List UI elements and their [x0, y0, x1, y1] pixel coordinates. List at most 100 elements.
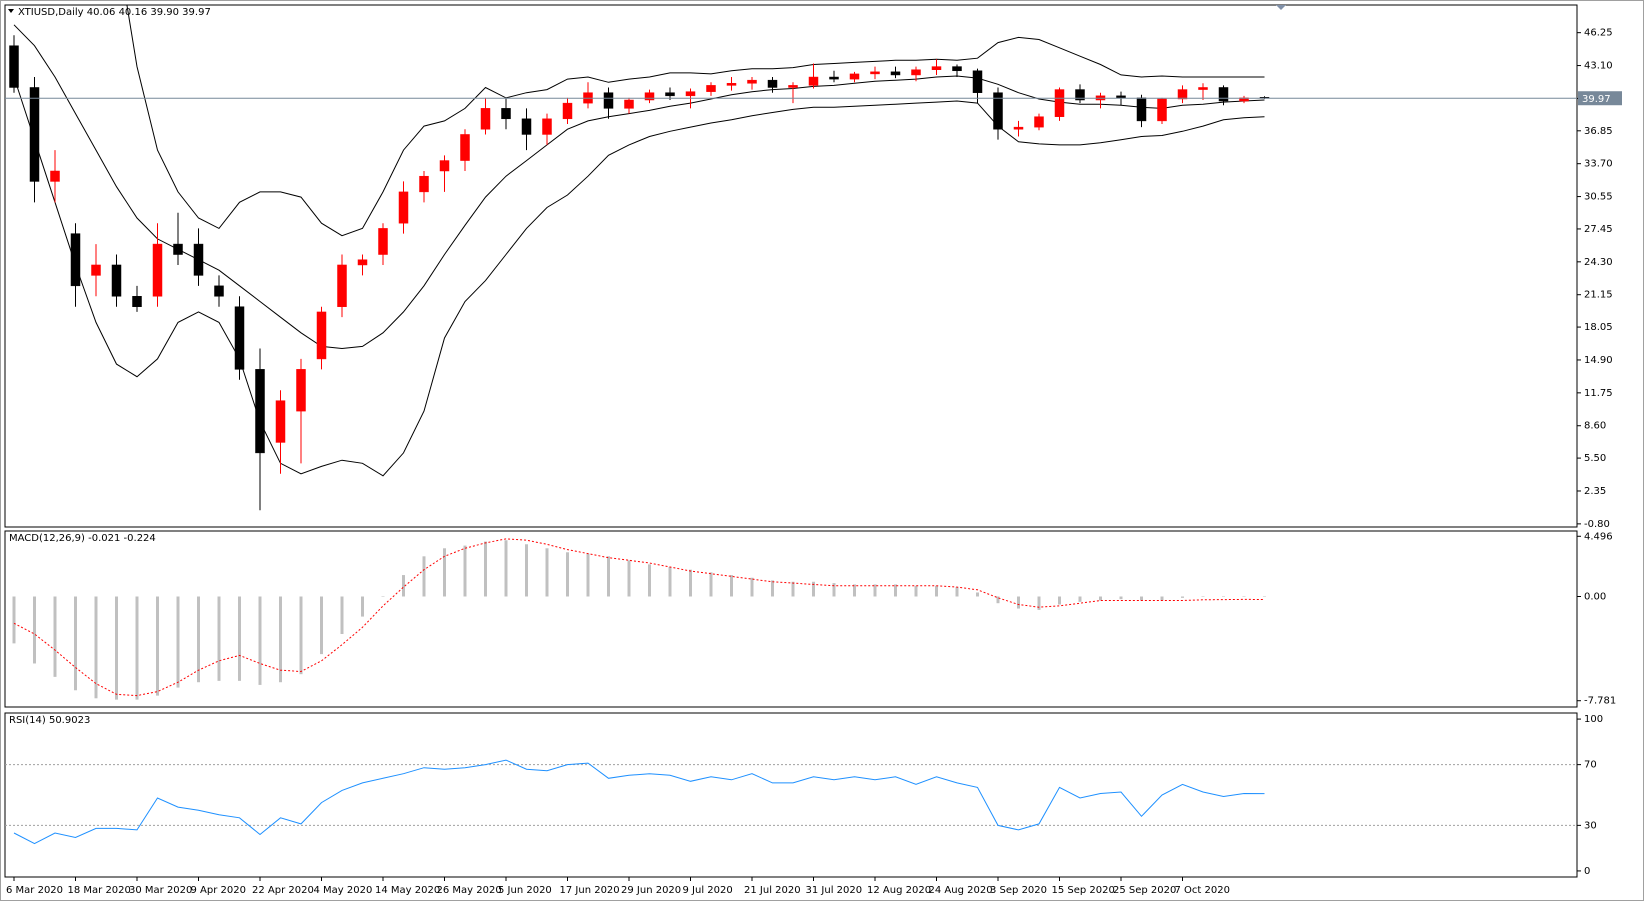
- candle-body: [91, 264, 101, 276]
- x-tick-label: 5 Jun 2020: [498, 885, 552, 896]
- macd-bar: [771, 580, 774, 597]
- candle-body: [337, 264, 347, 307]
- x-tick-label: 12 Aug 2020: [867, 885, 931, 896]
- macd-bar: [730, 575, 733, 597]
- macd-bar: [443, 548, 446, 597]
- candle-body: [1116, 95, 1126, 99]
- candle-body: [214, 285, 224, 297]
- y-tick-label: 46.25: [1584, 28, 1613, 39]
- x-tick-label: 4 May 2020: [314, 885, 373, 896]
- macd-bar: [1201, 596, 1205, 597]
- x-tick-label: 9 Apr 2020: [191, 885, 246, 896]
- y-tick-label: 27.45: [1584, 224, 1613, 235]
- candle-body: [255, 369, 265, 454]
- candle-body: [193, 243, 204, 276]
- macd-bar: [381, 596, 385, 597]
- macd-bar: [996, 596, 1000, 604]
- candle-body: [788, 85, 798, 88]
- x-tick-label: 7 Oct 2020: [1175, 885, 1230, 896]
- candle-body: [931, 66, 942, 70]
- y-tick-label: 0.00: [1584, 591, 1606, 602]
- candle-body: [726, 83, 737, 86]
- candle-body: [993, 92, 1003, 130]
- y-tick-label: 30.55: [1584, 192, 1613, 203]
- macd-panel: [4, 530, 1578, 708]
- x-tick-label: 3 Sep 2020: [990, 885, 1047, 896]
- macd-bar: [648, 564, 651, 597]
- plot-area: [9, 5, 1270, 511]
- rsi-line: [13, 759, 1265, 845]
- bollinger-band: [126, 5, 1265, 237]
- candle-body: [665, 92, 675, 97]
- macd-bar: [197, 596, 200, 683]
- candle-body: [1054, 89, 1065, 117]
- candle-body: [50, 170, 60, 182]
- y-tick-label: 70: [1584, 760, 1597, 771]
- y-tick-label: -0.80: [1584, 519, 1610, 530]
- panel-title: XTIUSD,Daily 40.06 40.16 39.90 39.97: [18, 7, 211, 18]
- y-tick-label: 0: [1584, 866, 1590, 877]
- candle-body: [829, 76, 839, 80]
- macd-bar: [422, 556, 426, 597]
- candle-body: [767, 79, 778, 88]
- macd-bar: [1058, 596, 1061, 605]
- y-tick-label: 33.70: [1584, 159, 1613, 170]
- x-tick-label: 26 May 2020: [437, 885, 502, 896]
- menu-arrow[interactable]: [8, 9, 14, 13]
- candle-body: [9, 45, 19, 88]
- panel-title: MACD(12,26,9) -0.021 -0.224: [9, 533, 156, 544]
- candle-body: [29, 87, 40, 182]
- macd-bar: [484, 541, 487, 597]
- macd-bar: [258, 596, 262, 685]
- macd-bar: [402, 575, 405, 597]
- candle-body: [1157, 98, 1167, 122]
- macd-bar: [566, 552, 569, 597]
- macd-bar: [955, 587, 959, 597]
- candle-body: [173, 243, 183, 255]
- macd-bar: [627, 560, 631, 597]
- macd-bar: [361, 596, 364, 617]
- macd-bar: [74, 596, 77, 691]
- candle-body: [1198, 87, 1208, 90]
- macd-bar: [1119, 596, 1123, 600]
- macd-bar: [217, 596, 221, 681]
- macd-bar: [94, 596, 98, 699]
- y-tick-label: 30: [1584, 820, 1597, 831]
- candle-body: [1075, 89, 1085, 101]
- macd-bar: [853, 584, 856, 597]
- x-tick-label: 21 Jul 2020: [744, 885, 801, 896]
- macd-bar: [1222, 596, 1225, 597]
- macd-bar: [1017, 596, 1020, 609]
- macd-bar: [1242, 596, 1246, 597]
- candle-body: [562, 102, 573, 120]
- candle-body: [624, 99, 634, 109]
- macd-bar: [791, 581, 795, 597]
- macd-bar: [1181, 596, 1184, 598]
- macd-bar: [1160, 596, 1164, 601]
- macd-bar: [156, 596, 159, 696]
- rsi-panel: [4, 712, 1578, 878]
- y-tick-label: 4.496: [1584, 531, 1613, 542]
- candle-body: [972, 70, 983, 93]
- candle-body: [398, 191, 409, 224]
- macd-bar: [1140, 596, 1143, 601]
- last-price-label: 39.97: [1582, 94, 1611, 105]
- x-tick-label: 6 Mar 2020: [6, 885, 63, 896]
- y-tick-label: 5.50: [1584, 453, 1606, 464]
- macd-bar: [135, 596, 139, 700]
- macd-bar: [504, 540, 508, 597]
- candle-body: [1013, 126, 1024, 130]
- macd-bar: [238, 596, 241, 681]
- candle-body: [808, 76, 819, 86]
- macd-bar: [914, 585, 918, 597]
- x-tick-label: 24 Aug 2020: [929, 885, 993, 896]
- macd-bar: [463, 545, 467, 597]
- x-tick-label: 17 Jun 2020: [560, 885, 620, 896]
- candle-body: [419, 175, 429, 193]
- candle-body: [132, 296, 142, 307]
- candle-body: [70, 233, 81, 287]
- y-tick-label: 36.85: [1584, 126, 1613, 137]
- candle-body: [501, 108, 511, 120]
